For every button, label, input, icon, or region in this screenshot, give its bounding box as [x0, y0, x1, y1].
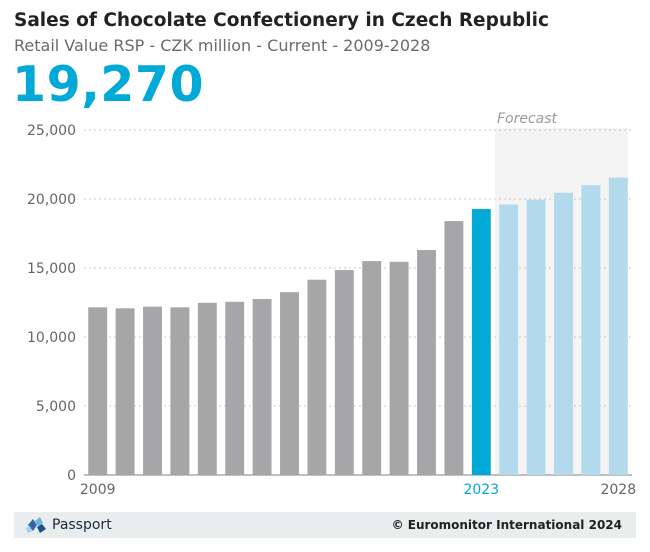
headline-value: 19,270 [12, 56, 205, 113]
bar-2018 [334, 270, 354, 475]
y-tick-label: 15,000 [27, 261, 76, 277]
bar-chart: Forecast 0 5,000 10,000 15,000 20,000 25,000 20… [27, 111, 636, 498]
bar-2012 [170, 307, 190, 475]
footer-bar: Passport © Euromonitor International 202… [14, 512, 636, 538]
passport-logo: Passport [26, 516, 112, 534]
y-tick-label: 25,000 [27, 123, 76, 139]
bar-2024 [499, 204, 519, 475]
bar-2023 [471, 209, 491, 475]
forecast-label: Forecast [497, 111, 558, 127]
y-tick-label: 0 [67, 468, 76, 484]
bar-2013 [197, 302, 217, 475]
bar-2009 [88, 307, 108, 475]
bar-2014 [225, 301, 245, 475]
x-tick-label: 2009 [80, 482, 116, 498]
x-tick-label: 2028 [600, 482, 636, 498]
bar-2010 [115, 308, 135, 475]
y-tick-label: 5,000 [36, 399, 76, 415]
y-tick-label: 10,000 [27, 330, 76, 346]
bar-2026 [554, 192, 573, 476]
bar-2021 [417, 250, 436, 475]
copyright-text: © Euromonitor International 2024 [391, 518, 622, 532]
bar-2016 [280, 292, 299, 475]
x-tick-label: 2023 [463, 482, 499, 498]
bar-2011 [143, 306, 162, 475]
passport-logo-icon [26, 517, 46, 533]
bar-2019 [362, 261, 382, 475]
bar-2022 [444, 221, 464, 475]
chart-title: Sales of Chocolate Confectionery in Czec… [14, 10, 549, 31]
passport-brand-text: Passport [52, 517, 112, 533]
bar-2017 [307, 279, 327, 475]
bar-2027 [581, 185, 601, 475]
bar-2015 [252, 299, 272, 475]
bar-2028 [608, 177, 628, 476]
bar-2020 [389, 261, 409, 475]
chart-subtitle: Retail Value RSP - CZK million - Current… [14, 36, 431, 55]
bar-2025 [526, 199, 546, 475]
y-tick-label: 20,000 [27, 192, 76, 208]
